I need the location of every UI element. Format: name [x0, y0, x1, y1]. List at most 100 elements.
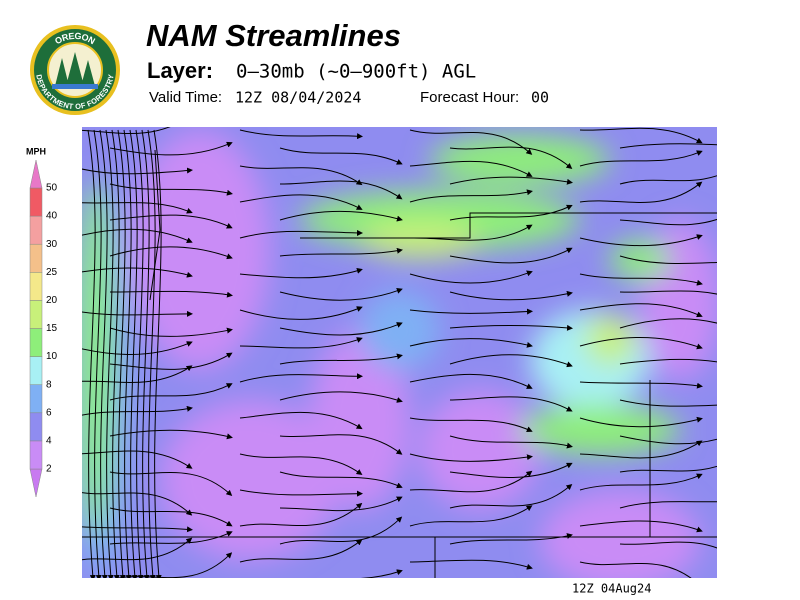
streamline	[449, 176, 573, 185]
streamline	[279, 353, 403, 365]
streamline	[109, 246, 233, 260]
streamline	[409, 559, 533, 570]
colorbar-label: 4	[46, 436, 52, 447]
streamline	[153, 129, 162, 578]
streamline	[147, 129, 156, 578]
streamline	[579, 381, 703, 389]
streamline	[409, 189, 533, 203]
streamline	[109, 327, 233, 337]
streamline	[449, 354, 573, 368]
streamline	[82, 450, 193, 469]
streamline	[449, 324, 573, 331]
streamline	[409, 338, 533, 348]
streamline	[579, 440, 703, 459]
streamline	[579, 234, 703, 247]
streamline	[449, 247, 573, 264]
streamline	[109, 214, 233, 229]
logo: OREGON DEPARTMENT OF FORESTRY	[30, 25, 120, 115]
streamline	[239, 165, 363, 186]
streamline	[82, 537, 193, 561]
streamline	[279, 180, 403, 200]
streamline	[239, 502, 363, 527]
streamline	[109, 383, 233, 401]
streamline	[449, 396, 573, 412]
streamline	[619, 399, 717, 407]
valid-value: 12Z 08/04/2024	[235, 89, 361, 107]
streamline	[409, 308, 533, 315]
streamline	[105, 129, 114, 578]
streamline	[82, 492, 193, 516]
streamline	[279, 288, 403, 301]
streamline	[82, 310, 193, 317]
streamline	[619, 435, 717, 445]
streamline	[279, 210, 403, 222]
streamline	[579, 127, 703, 144]
streamline	[239, 129, 363, 140]
streamline	[409, 417, 533, 433]
streamline	[109, 507, 233, 527]
title: NAM Streamlines	[146, 18, 401, 53]
streamline	[579, 150, 703, 167]
streamline	[93, 129, 102, 578]
streamline	[450, 580, 570, 599]
streamline	[279, 322, 403, 336]
streamline	[579, 561, 692, 578]
streamline	[449, 204, 573, 221]
logo-text: OREGON	[53, 31, 96, 46]
streamline	[82, 405, 193, 416]
streamline	[99, 129, 108, 578]
colorbar-segment	[29, 243, 43, 273]
streamline	[409, 453, 533, 462]
streamline	[619, 175, 717, 185]
streamline	[449, 146, 573, 170]
streamline	[409, 470, 533, 493]
streamline	[579, 181, 703, 203]
colorbar-segment	[29, 272, 43, 301]
streamline	[109, 352, 233, 370]
streamline	[82, 365, 193, 383]
footer-stamp: 12Z 04Aug24	[572, 582, 651, 596]
streamline	[135, 129, 144, 578]
layer-value: 0–30mb (~0–900ft) AGL	[236, 61, 476, 83]
colorbar-label: 10	[46, 351, 58, 362]
colorbar-segment	[29, 384, 43, 414]
colorbar-label: 50	[46, 183, 58, 194]
streamline	[619, 318, 717, 329]
streamline	[279, 496, 403, 512]
streamline	[409, 373, 533, 389]
streamline	[123, 129, 132, 578]
streamline	[141, 129, 150, 578]
streamline	[279, 391, 403, 403]
streamline	[239, 306, 363, 320]
streamline	[619, 218, 717, 226]
colorbar-label: 15	[46, 323, 58, 334]
streamline	[279, 516, 403, 545]
streamline	[449, 290, 573, 301]
streamline	[82, 127, 171, 134]
streamline	[82, 267, 193, 278]
streamline	[619, 501, 717, 509]
streamline	[579, 473, 703, 491]
streamline	[409, 270, 533, 284]
streamline	[619, 358, 717, 365]
streamline	[279, 247, 403, 257]
streamline	[239, 337, 363, 349]
streamline	[619, 143, 717, 149]
colorbar-label: 40	[46, 211, 58, 222]
colorbar-label: 6	[46, 407, 52, 418]
streamline	[409, 129, 533, 155]
streamline	[87, 129, 96, 578]
forecast-label: Forecast Hour:	[420, 89, 519, 106]
streamline	[239, 411, 363, 430]
streamline	[109, 183, 233, 196]
streamline	[82, 228, 193, 243]
streamline	[82, 341, 193, 355]
streamline	[619, 465, 717, 473]
streamline	[579, 273, 703, 286]
streamline	[239, 229, 363, 239]
streamline	[239, 267, 363, 279]
streamline	[239, 373, 363, 383]
streamline	[449, 462, 573, 479]
